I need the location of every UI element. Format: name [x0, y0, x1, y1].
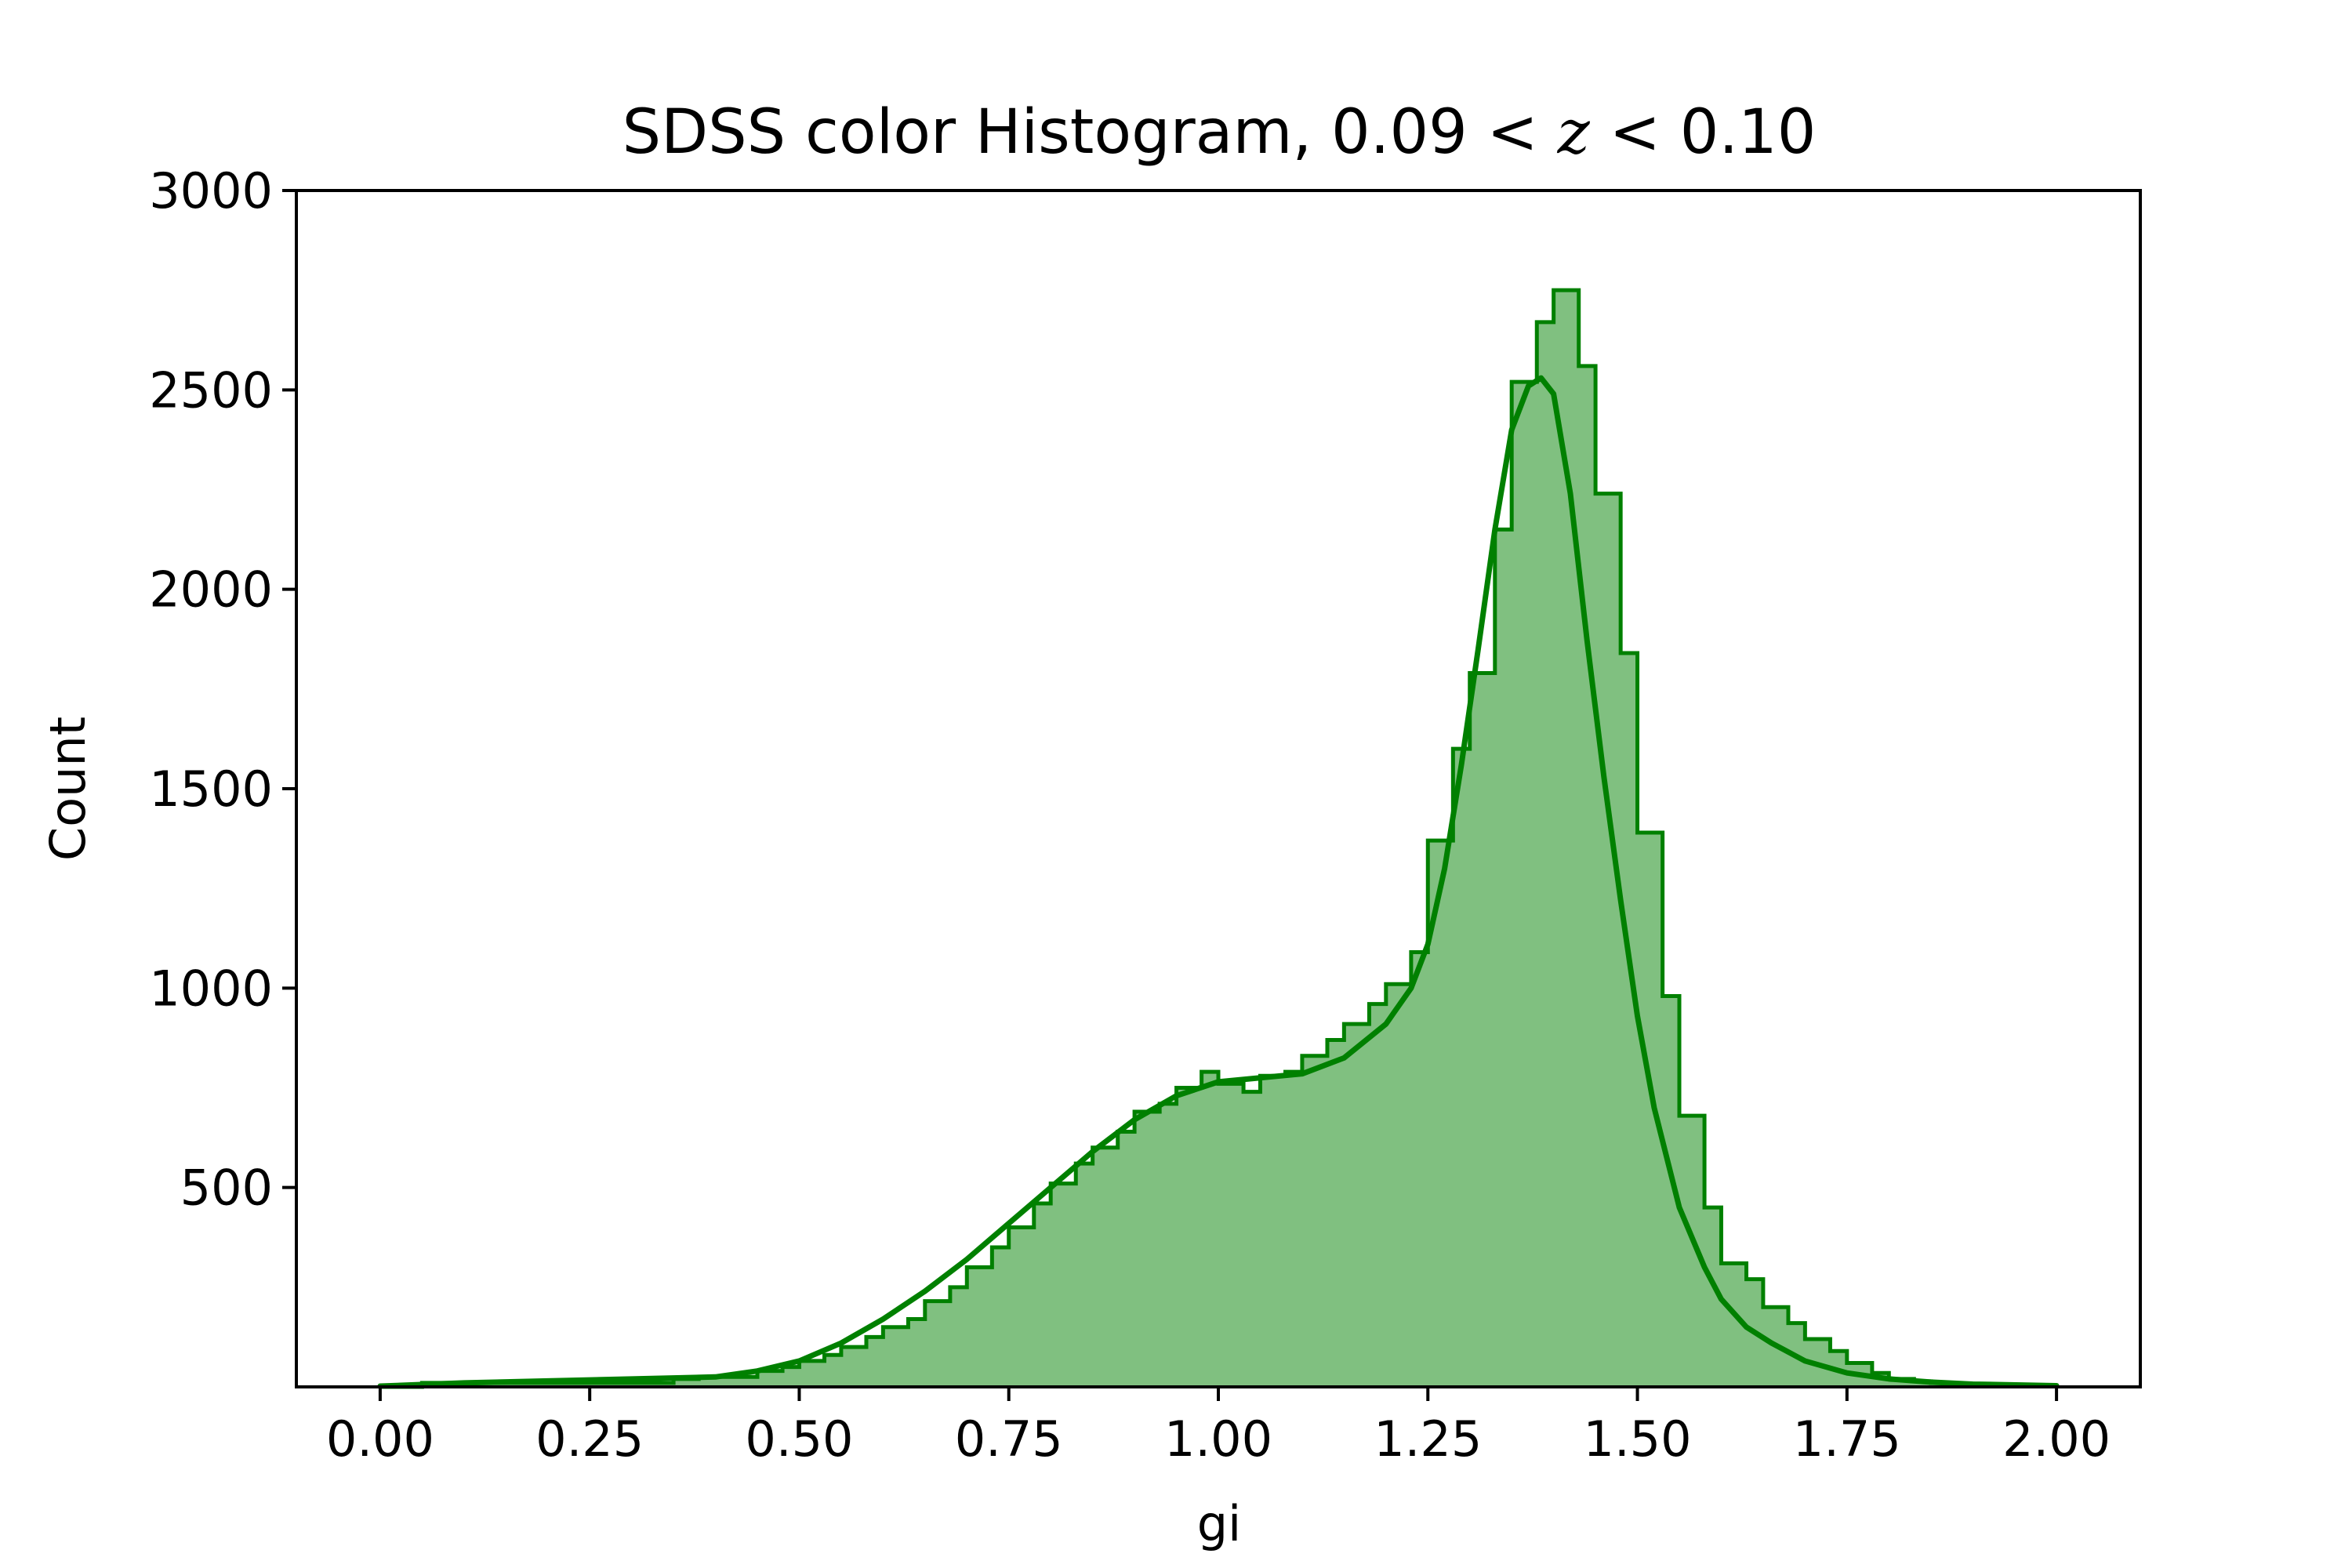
histogram-bar	[1051, 1183, 1076, 1387]
chart-title: SDSS color Histogram, 0.09 < z < 0.10	[622, 97, 1817, 168]
histogram-bar	[422, 1382, 674, 1387]
histogram-bar	[673, 1378, 699, 1387]
histogram-bar	[840, 1347, 867, 1387]
histogram-bar	[1369, 1004, 1387, 1387]
kde-density-line	[377, 375, 2060, 1389]
histogram-bar	[1889, 1378, 1915, 1387]
histogram-bar	[924, 1301, 951, 1387]
histogram-bar	[799, 1360, 826, 1387]
x-tick-label: 0.50	[745, 1410, 853, 1468]
chart-title-prefix: SDSS color Histogram, 0.09	[622, 97, 1468, 168]
y-tick-label: 2000	[149, 561, 273, 619]
chart-title-z: z	[1557, 97, 1591, 168]
histogram-bar	[782, 1367, 800, 1387]
x-axis-label: gi	[1197, 1495, 1242, 1552]
y-axis-ticks: 500 1000 1500 2000 2500 3000	[149, 162, 296, 1217]
histogram-bar	[967, 1267, 993, 1387]
histogram-bar	[1176, 1087, 1203, 1387]
histogram-bar	[1662, 996, 1680, 1387]
histogram-bar	[1201, 1072, 1219, 1387]
histogram-bar	[1076, 1163, 1094, 1387]
histogram-bar	[1453, 749, 1471, 1387]
histogram-bar	[992, 1247, 1010, 1387]
histogram-bar	[1621, 653, 1639, 1387]
chart-title-suffix: 0.10	[1680, 97, 1817, 168]
histogram-bar	[866, 1337, 884, 1387]
histogram-bar	[1595, 493, 1621, 1387]
y-tick-label: 1500	[149, 760, 273, 818]
histogram-bar	[1704, 1207, 1722, 1387]
x-tick-label: 0.25	[535, 1410, 644, 1468]
histogram-bar	[1512, 382, 1537, 1387]
histogram-bar	[1117, 1131, 1135, 1387]
chart-title-lt-2: <	[1610, 97, 1661, 168]
histogram-bar	[949, 1287, 967, 1387]
x-axis-ticks: 0.00 0.25 0.50 0.75 1.00 1.25 1.50 1.75 2.00	[326, 1387, 2111, 1468]
x-tick-label: 1.25	[1374, 1410, 1482, 1468]
histogram-bar	[824, 1355, 842, 1387]
histogram-step-outline	[379, 288, 2059, 1389]
histogram-bar	[1327, 1040, 1345, 1387]
histogram-bar	[1469, 673, 1496, 1387]
histogram-bar	[757, 1370, 783, 1387]
y-tick-label: 2500	[149, 361, 273, 419]
y-tick-label: 1000	[149, 960, 273, 1017]
histogram-bar	[1537, 321, 1555, 1387]
histogram-bar	[1494, 529, 1512, 1387]
y-axis-label: Count	[39, 717, 96, 861]
histogram-bar	[1285, 1072, 1303, 1387]
histogram-bar	[883, 1327, 909, 1387]
x-tick-label: 1.00	[1164, 1410, 1272, 1468]
chart-title-lt-1: <	[1487, 97, 1538, 168]
histogram-bar	[1637, 832, 1664, 1387]
x-tick-label: 1.75	[1793, 1410, 1901, 1468]
histogram-bar	[1578, 365, 1596, 1387]
y-tick-label: 3000	[149, 162, 273, 220]
histogram-bar	[1160, 1103, 1178, 1387]
histogram-bar	[908, 1319, 926, 1387]
x-tick-label: 1.50	[1584, 1410, 1692, 1468]
x-tick-label: 0.00	[326, 1410, 434, 1468]
x-tick-label: 0.75	[955, 1410, 1063, 1468]
histogram-bar	[1218, 1083, 1244, 1387]
histogram-bar	[1344, 1024, 1370, 1387]
histogram-bar	[1679, 1116, 1705, 1387]
histogram-bar	[1301, 1055, 1328, 1387]
histogram-bar	[1134, 1112, 1160, 1387]
histogram-bar	[1008, 1227, 1035, 1387]
histogram-bar	[1033, 1203, 1051, 1387]
histogram-bar	[1410, 952, 1428, 1387]
histogram-bar	[1243, 1091, 1261, 1387]
plot-area	[377, 288, 2060, 1389]
y-tick-label: 500	[180, 1160, 273, 1217]
histogram-bar	[1260, 1076, 1287, 1387]
histogram-bar	[1092, 1147, 1119, 1387]
histogram-bar	[1385, 984, 1412, 1387]
x-tick-label: 2.00	[2002, 1410, 2111, 1468]
